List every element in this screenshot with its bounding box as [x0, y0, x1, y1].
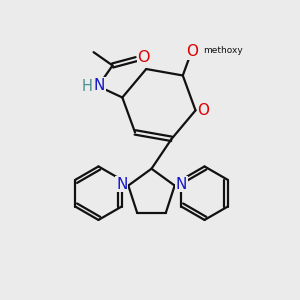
Text: H: H [81, 79, 92, 94]
Text: N: N [116, 177, 128, 192]
Text: N: N [176, 177, 187, 192]
Text: O: O [186, 44, 198, 59]
Text: N: N [94, 78, 105, 93]
Text: methoxy: methoxy [203, 46, 242, 55]
Text: O: O [138, 50, 150, 65]
Text: O: O [197, 103, 209, 118]
